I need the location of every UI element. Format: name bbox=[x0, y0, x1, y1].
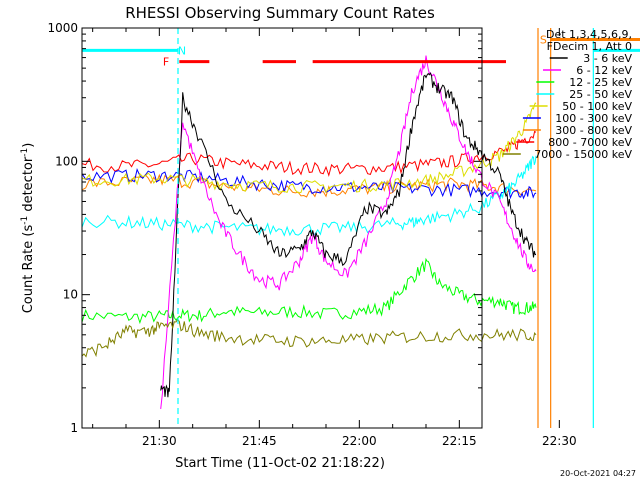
series-line-3-6 bbox=[160, 72, 537, 398]
chart-title: RHESSI Observing Summary Count Rates bbox=[125, 4, 435, 22]
y-axis-label-mid: detector bbox=[21, 156, 36, 216]
y-tick-label: 100 bbox=[55, 154, 78, 168]
y-axis-label: Count Rate (s-1 detector-1) bbox=[20, 143, 36, 314]
flag-label-f: F bbox=[163, 56, 169, 69]
legend-entry-label: 3 - 6 keV bbox=[583, 52, 632, 65]
y-tick-label: 1000 bbox=[47, 21, 78, 35]
x-tick-label: 22:15 bbox=[442, 434, 477, 448]
y-axis-label-end: ) bbox=[21, 143, 36, 148]
x-tick-label: 21:30 bbox=[142, 434, 177, 448]
legend-header-line-1: Det 1,3,4,5,6,9, bbox=[546, 28, 632, 41]
y-axis-label-main: Count Rate (s bbox=[21, 225, 36, 314]
y-axis-label-sup-2: -1 bbox=[20, 148, 30, 157]
legend-entry-label: 800 - 7000 keV bbox=[548, 136, 632, 149]
y-axis-label-sup-1: -1 bbox=[20, 216, 30, 225]
footer-timestamp: 20-Oct-2021 04:27 bbox=[560, 469, 636, 478]
legend: Det 1,3,4,5,6,9, FDecim 1, Att 0 3 - 6 k… bbox=[502, 28, 632, 161]
series-line-6-12 bbox=[160, 55, 537, 409]
y-tick-label: 10 bbox=[63, 288, 78, 302]
x-tick-label: 21:45 bbox=[242, 434, 277, 448]
series-line-7000-15000 bbox=[81, 318, 537, 358]
legend-entry-label: 300 - 800 keV bbox=[555, 124, 632, 137]
x-tick-label: 22:00 bbox=[342, 434, 377, 448]
x-tick-label: 22:30 bbox=[542, 434, 577, 448]
legend-entry-label: 25 - 50 keV bbox=[569, 88, 632, 101]
series-line-12-25 bbox=[81, 257, 537, 325]
legend-entry-label: 100 - 300 keV bbox=[555, 112, 632, 125]
x-axis-label: Start Time (11-Oct-02 21:18:22) bbox=[175, 456, 385, 471]
y-tick-label: 1 bbox=[70, 421, 78, 435]
legend-entry-label: 12 - 25 keV bbox=[569, 76, 632, 89]
flag-label-n: N bbox=[178, 44, 186, 57]
plot-frame bbox=[81, 27, 483, 429]
legend-entry-label: 7000 - 15000 keV bbox=[534, 148, 632, 161]
legend-entry-label: 6 - 12 keV bbox=[576, 64, 632, 77]
legend-header-line-2: FDecim 1, Att 0 bbox=[547, 40, 632, 53]
series-line-25-50 bbox=[81, 155, 537, 237]
legend-entry-label: 50 - 100 keV bbox=[562, 100, 632, 113]
series-line-50-100 bbox=[81, 102, 537, 194]
series-line-300-800 bbox=[81, 173, 537, 198]
flag-label-s: S bbox=[540, 33, 547, 46]
series-line-800-7000 bbox=[81, 130, 537, 178]
series-layer bbox=[81, 55, 537, 409]
